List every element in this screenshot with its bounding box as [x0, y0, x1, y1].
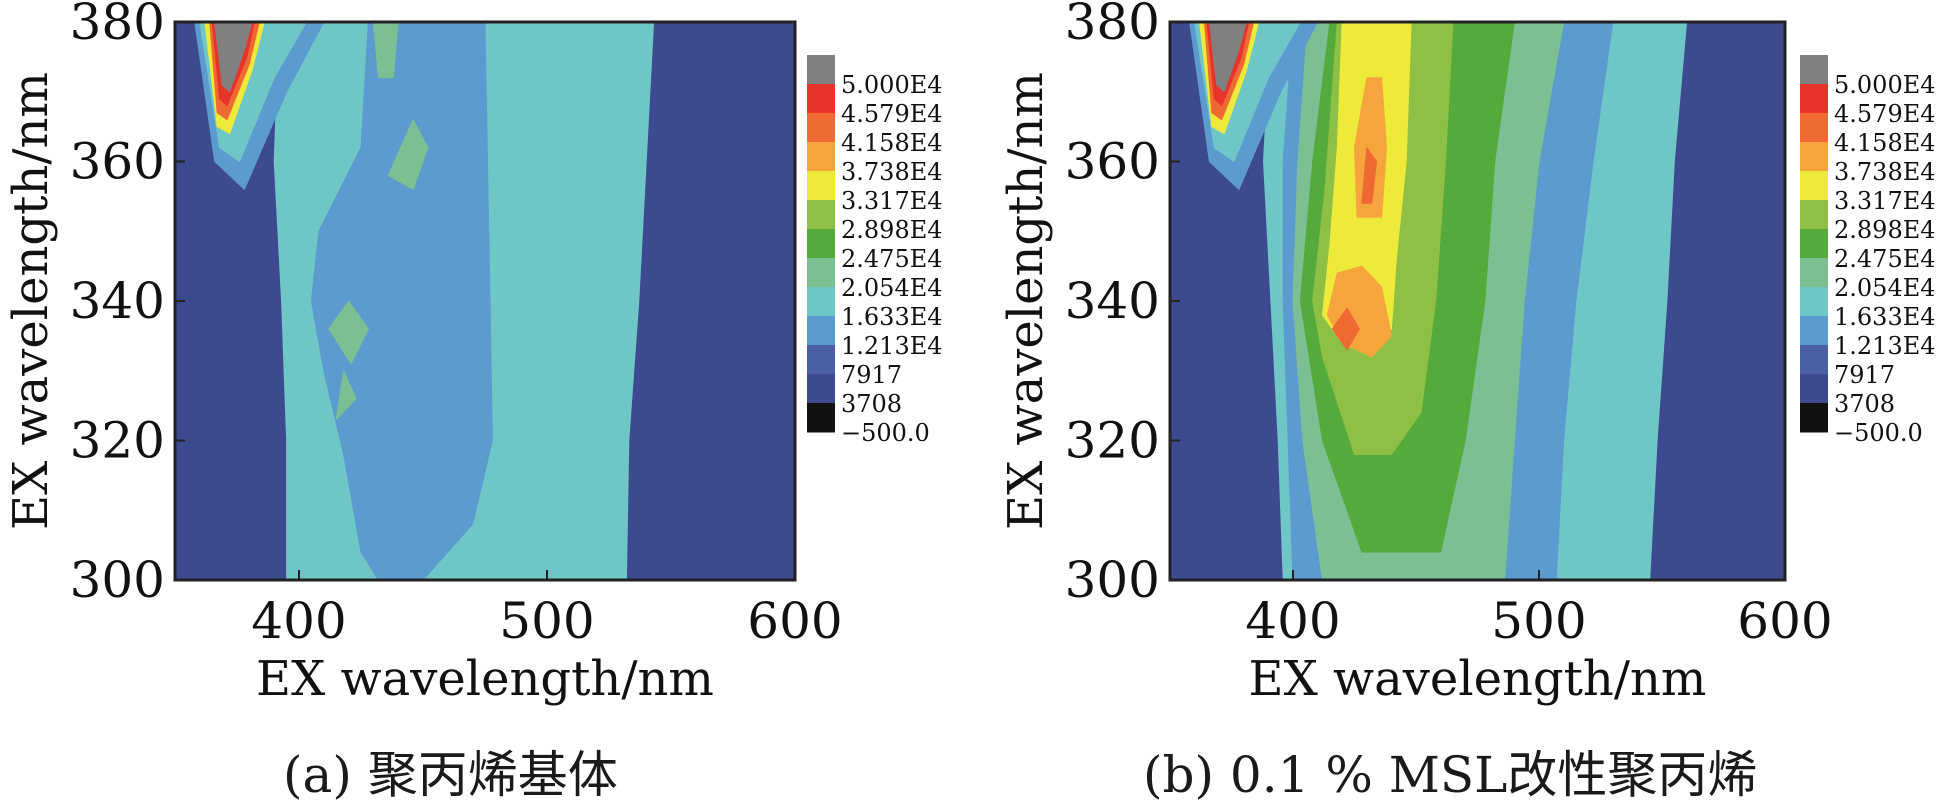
colorbar-swatch [807, 287, 835, 317]
contour-region-1.213E4 [310, 22, 493, 580]
y-axis-label: EX wavelength/nm [3, 72, 59, 530]
colorbar-label: 2.898E4 [1834, 216, 1936, 244]
x-tick-label: 400 [1245, 592, 1340, 650]
colorbar-label: 1.633E4 [841, 303, 943, 331]
colorbar-label: 1.213E4 [1834, 332, 1936, 360]
y-tick-label: 320 [70, 412, 165, 470]
y-axis-label: EX wavelength/nm [998, 72, 1054, 530]
colorbar-label: 4.579E4 [841, 100, 943, 128]
y-tick-label: 300 [1065, 551, 1160, 609]
colorbar-label: 3.317E4 [841, 187, 943, 215]
colorbar-swatch [1800, 345, 1828, 375]
colorbar-swatch [807, 316, 835, 346]
y-tick-label: 340 [1065, 272, 1160, 330]
contour-region-2.054E4 [372, 22, 399, 79]
x-tick-label: 600 [747, 592, 842, 650]
colorbar-swatch [807, 84, 835, 114]
colorbar-swatch [807, 200, 835, 230]
y-tick-label: 320 [1065, 412, 1160, 470]
colorbar-label: 4.158E4 [1834, 129, 1936, 157]
caption-a: (a) 聚丙烯基体 [283, 746, 618, 804]
colorbar-label: 5.000E4 [841, 71, 943, 99]
colorbar-label: 1.213E4 [841, 332, 943, 360]
y-tick-label: 380 [70, 0, 165, 51]
colorbar-swatch [1800, 316, 1828, 346]
contour-region-2.054E4 [387, 119, 429, 190]
caption-b: (b) 0.1 % MSL改性聚丙烯 [1143, 746, 1758, 804]
colorbar-swatch [807, 229, 835, 259]
colorbar-label: 3708 [1834, 390, 1895, 418]
colorbar-label: 2.475E4 [841, 245, 943, 273]
colorbar-label: 3708 [841, 390, 902, 418]
y-tick-label: 360 [1065, 133, 1160, 191]
colorbar-swatch [807, 345, 835, 375]
y-tick-label: 360 [70, 133, 165, 191]
contour-region-3.738E4 [1354, 77, 1387, 218]
x-tick-label: 500 [499, 592, 594, 650]
colorbar-swatch [1800, 229, 1828, 259]
colorbar: 5.000E44.579E44.158E43.738E43.317E42.898… [1800, 55, 1936, 447]
contour-region-2.054E4 [328, 300, 369, 365]
colorbar-swatch [1800, 200, 1828, 230]
colorbar-swatch [807, 171, 835, 201]
colorbar-swatch [807, 403, 835, 433]
x-tick-label: 400 [251, 592, 346, 650]
colorbar-label: 1.633E4 [1834, 303, 1936, 331]
colorbar-label: 3.738E4 [1834, 158, 1936, 186]
colorbar-label: 7917 [1834, 361, 1895, 389]
colorbar-swatch [807, 55, 835, 85]
x-tick-label: 500 [1491, 592, 1586, 650]
colorbar-swatch [807, 374, 835, 404]
x-axis-label: EX wavelength/nm [1249, 651, 1707, 707]
contour-region-4.158E4 [1361, 147, 1378, 204]
colorbar-label: 3.738E4 [841, 158, 943, 186]
colorbar-label: 2.898E4 [841, 216, 943, 244]
y-tick-label: 300 [70, 551, 165, 609]
contour-region-2.054E4 [335, 370, 357, 421]
colorbar-swatch [1800, 171, 1828, 201]
colorbar: 5.000E44.579E44.158E43.738E43.317E42.898… [807, 55, 943, 447]
colorbar-swatch [1800, 142, 1828, 172]
colorbar-swatch [1800, 258, 1828, 288]
colorbar-swatch [807, 142, 835, 172]
y-tick-label: 340 [70, 272, 165, 330]
plot-area [1170, 22, 1785, 580]
colorbar-swatch [1800, 403, 1828, 433]
colorbar-label: 7917 [841, 361, 902, 389]
y-tick-label: 380 [1065, 0, 1160, 51]
colorbar-swatch [1800, 287, 1828, 317]
contour-region-5.000E4 [1208, 22, 1247, 93]
colorbar-label: 5.000E4 [1834, 71, 1936, 99]
colorbar-label: −500.0 [1834, 419, 1923, 447]
colorbar-swatch [807, 113, 835, 143]
colorbar-swatch [1800, 374, 1828, 404]
colorbar-label: 4.158E4 [841, 129, 943, 157]
plot-area [175, 22, 795, 580]
colorbar-swatch [807, 258, 835, 288]
x-tick-label: 600 [1737, 592, 1832, 650]
x-axis-label: EX wavelength/nm [256, 651, 714, 707]
colorbar-swatch [1800, 113, 1828, 143]
colorbar-label: 2.054E4 [841, 274, 943, 302]
colorbar-label: 4.579E4 [1834, 100, 1936, 128]
colorbar-swatch [1800, 55, 1828, 85]
colorbar-swatch [1800, 84, 1828, 114]
contour-region-4.158E4 [1331, 307, 1360, 351]
colorbar-label: −500.0 [841, 419, 930, 447]
contour-region-5.000E4 [214, 22, 253, 93]
colorbar-label: 3.317E4 [1834, 187, 1936, 215]
colorbar-label: 2.054E4 [1834, 274, 1936, 302]
colorbar-label: 2.475E4 [1834, 245, 1936, 273]
